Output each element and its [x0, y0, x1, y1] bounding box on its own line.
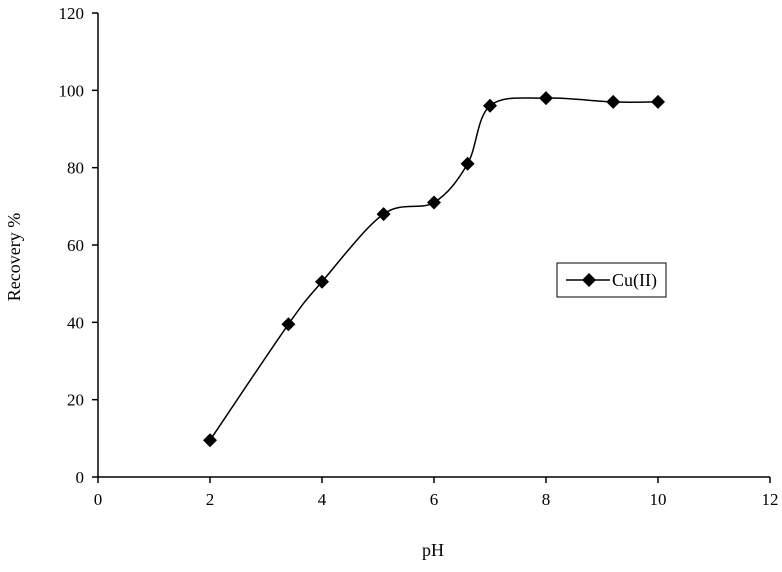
y-tick-label: 120: [59, 4, 85, 23]
y-tick-label: 40: [67, 313, 84, 332]
y-ticks: 0 20 40 60 80 100 120: [59, 4, 98, 487]
y-tick-label: 100: [59, 81, 85, 100]
x-ticks: 0 2 4 6 8 10 12: [94, 477, 779, 509]
data-point: [539, 91, 553, 106]
x-tick-label: 12: [762, 490, 779, 509]
y-tick-label: 0: [76, 468, 85, 487]
x-tick-label: 6: [430, 490, 439, 509]
data-point: [315, 274, 329, 289]
data-point: [460, 156, 475, 171]
y-tick-label: 80: [67, 159, 84, 178]
legend-marker-icon: [582, 273, 596, 287]
x-axis-title: pH: [422, 540, 444, 560]
data-point: [427, 195, 441, 210]
x-tick-label: 8: [542, 490, 551, 509]
legend-box: [556, 262, 667, 298]
y-axis-title: Recovery %: [4, 213, 24, 301]
x-tick-label: 4: [318, 490, 327, 509]
legend-label: Cu(II): [612, 270, 657, 291]
x-tick-label: 0: [94, 490, 103, 509]
x-tick-label: 10: [650, 490, 667, 509]
data-point: [483, 98, 497, 113]
axes: [97, 13, 770, 478]
y-tick-label: 20: [67, 391, 84, 410]
data-point: [651, 94, 665, 109]
data-point: [203, 433, 217, 448]
x-tick-label: 2: [206, 490, 215, 509]
series-line: [209, 97, 659, 441]
legend: Cu(II): [556, 262, 667, 298]
y-tick-label: 60: [67, 236, 84, 255]
data-point: [376, 207, 391, 222]
plot-area: [203, 91, 665, 448]
data-point: [281, 317, 296, 332]
data-point: [606, 94, 621, 109]
